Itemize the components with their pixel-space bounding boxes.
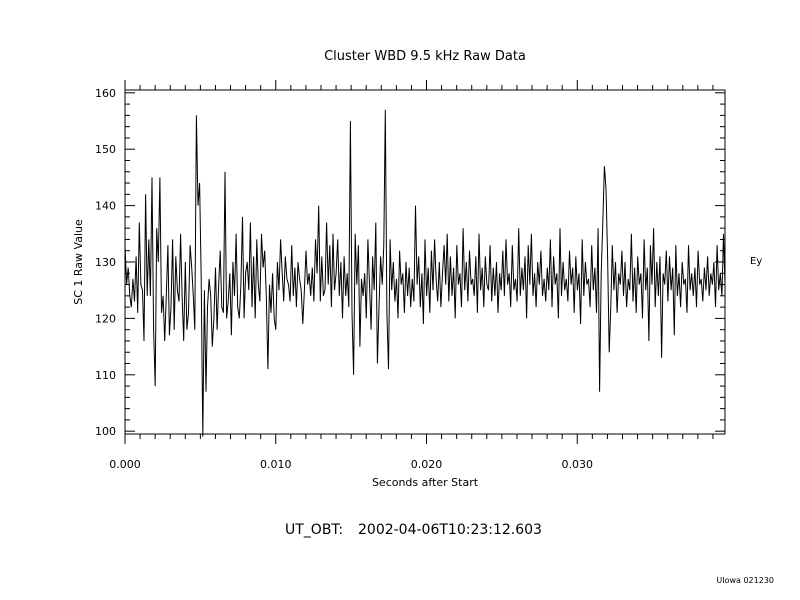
x-tick-label: 0.030 — [562, 458, 594, 471]
footer-label: UIowa 021230 — [716, 576, 774, 585]
x-axis-label: Seconds after Start — [372, 476, 479, 489]
x-tick-labels: 0.000 0.010 0.020 0.030 — [109, 458, 593, 471]
y-tick-label: 150 — [95, 143, 116, 156]
y-tick-label: 110 — [95, 369, 116, 382]
info-label: UT_OBT: — [285, 522, 343, 538]
x-tick-label: 0.000 — [109, 458, 141, 471]
x-tick-marks — [124, 80, 714, 444]
y-axis-label: SC 1 Raw Value — [72, 219, 85, 305]
y-tick-label: 160 — [95, 87, 116, 100]
chart-title: Cluster WBD 9.5 kHz Raw Data — [324, 49, 526, 64]
info-value: 2002-04-06T10:23:12.603 — [358, 522, 542, 538]
x-tick-label: 0.010 — [260, 458, 292, 471]
y-tick-label: 120 — [95, 312, 116, 325]
data-series-line — [124, 109, 726, 437]
y-tick-label: 100 — [95, 425, 116, 438]
y-tick-label: 140 — [95, 200, 116, 213]
y-tick-label: 130 — [95, 256, 116, 269]
x-tick-label: 0.020 — [411, 458, 443, 471]
y-tick-labels: 100 110 120 130 140 150 160 — [95, 87, 116, 438]
series-legend-label: Ey — [750, 256, 762, 267]
